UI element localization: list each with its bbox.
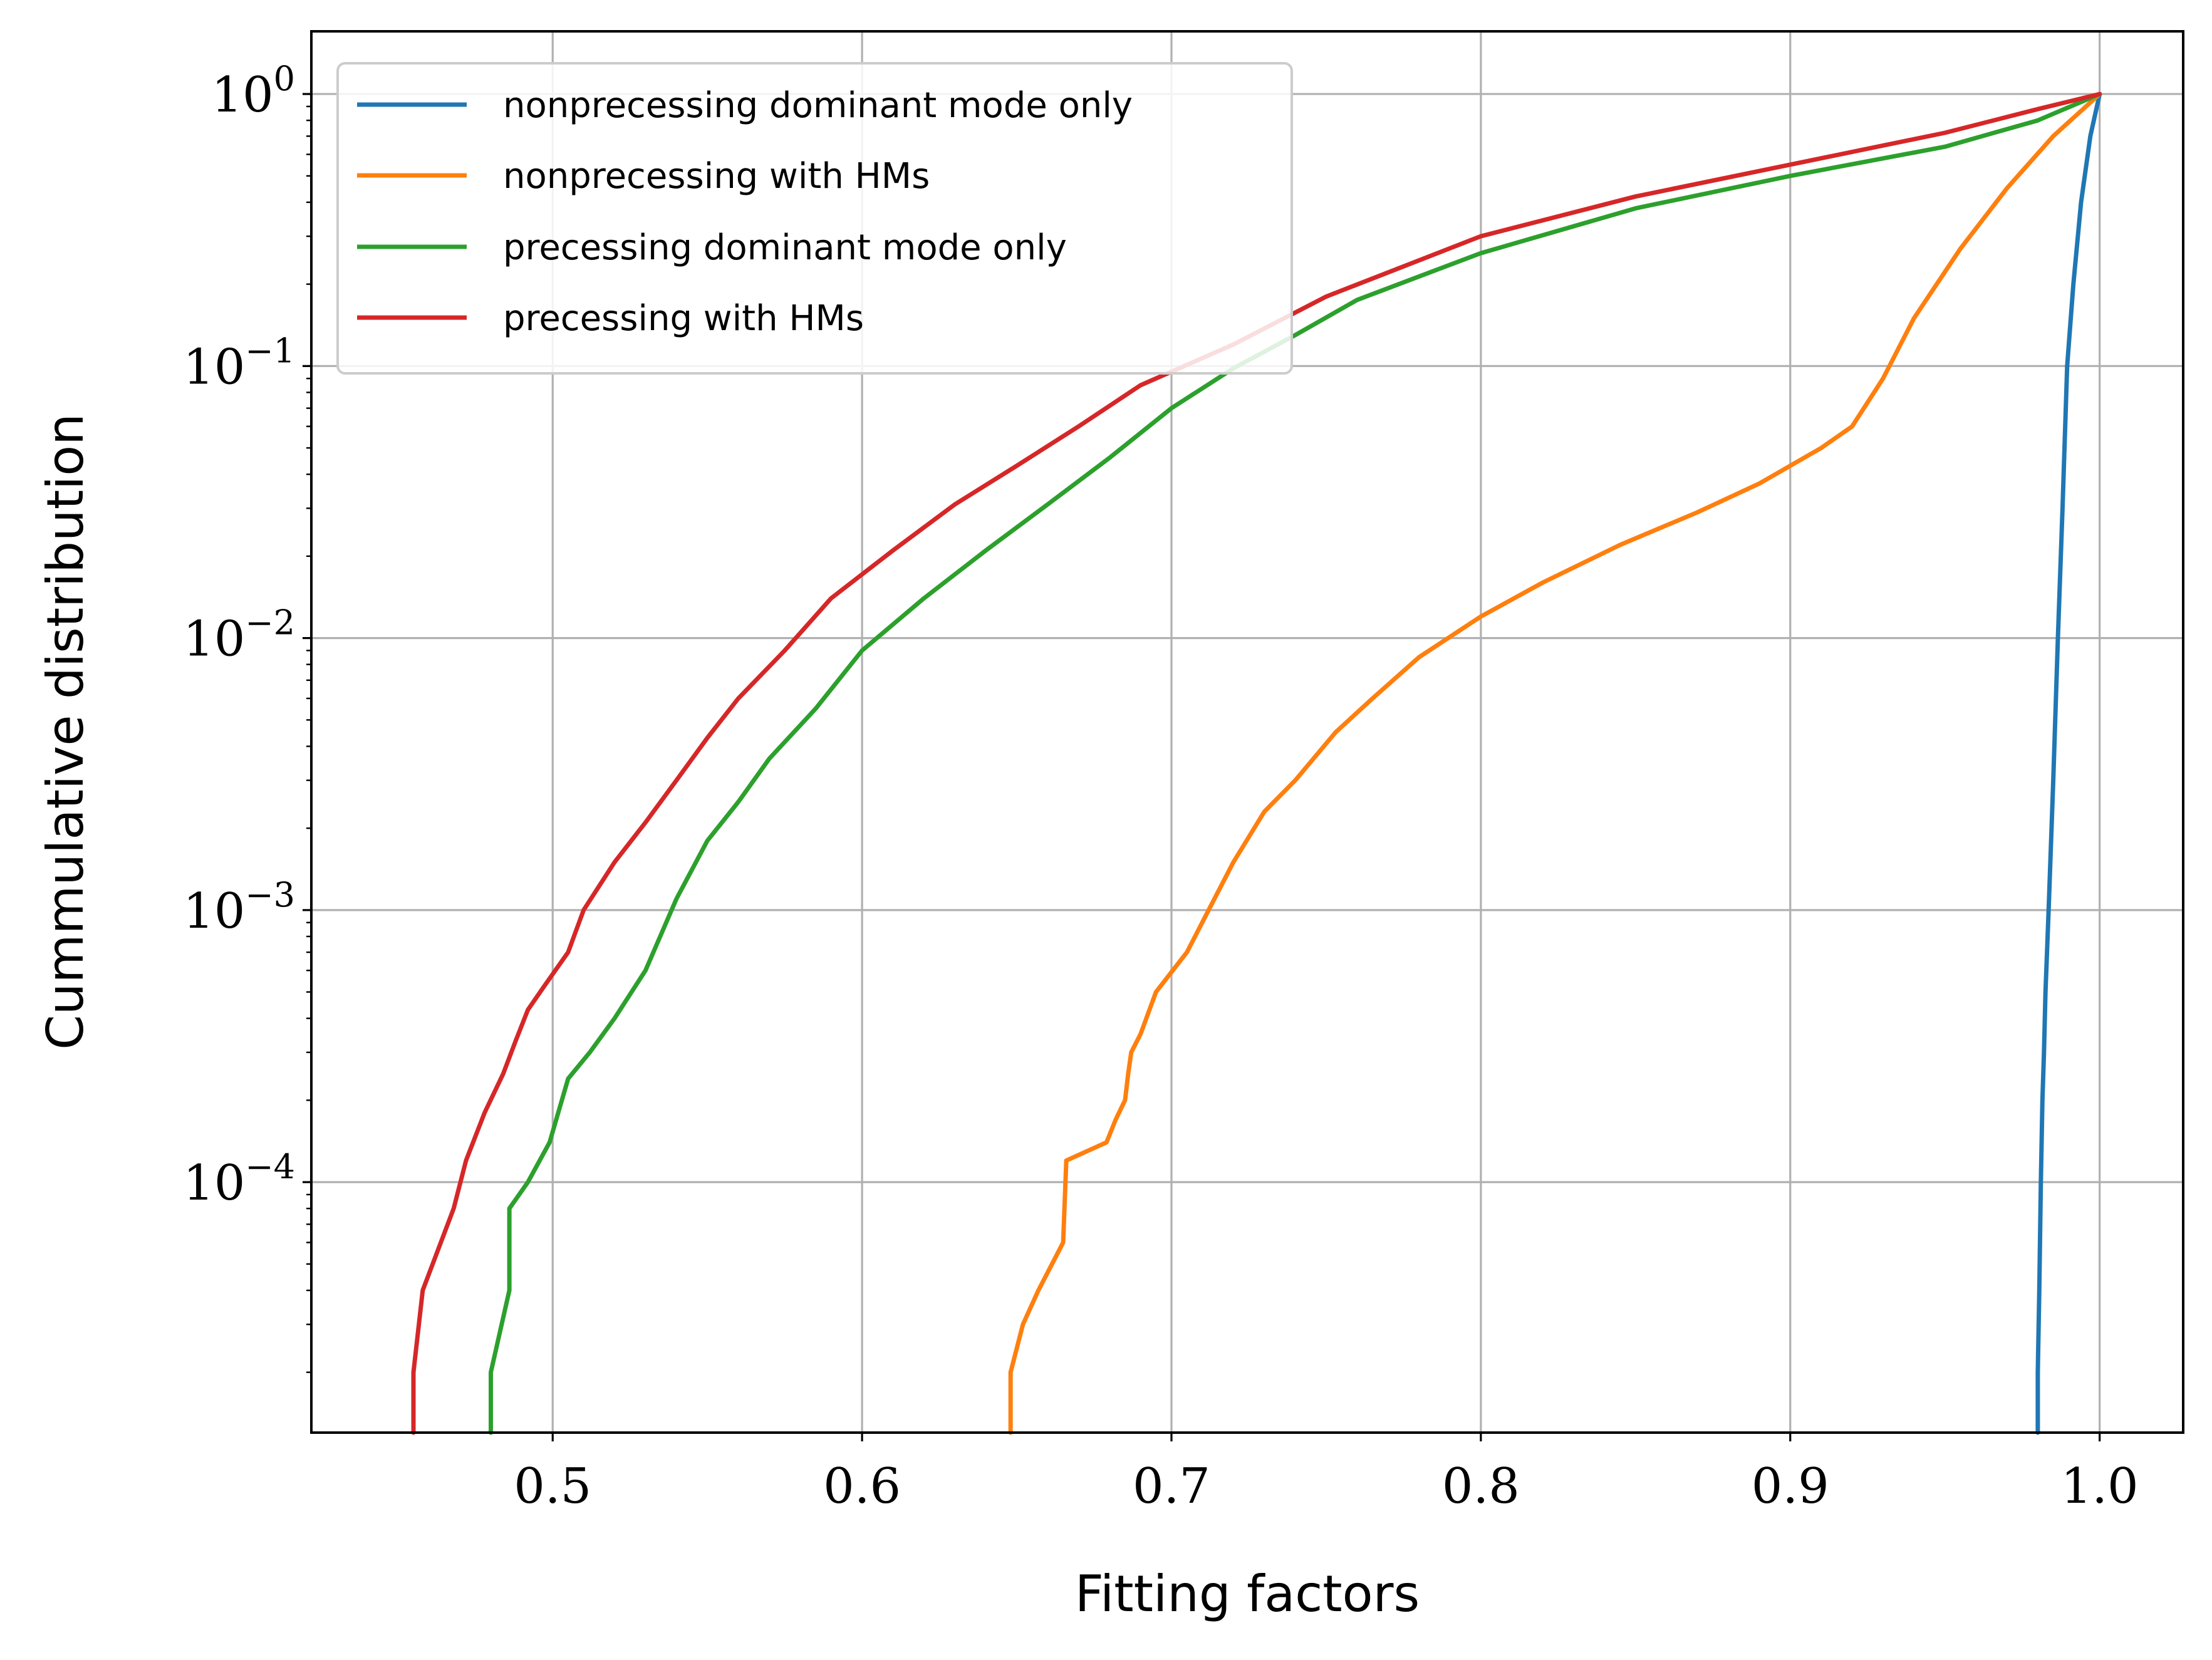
plot-frame: [310, 30, 2184, 1434]
legend-label-2: nonprecessing with HMs: [503, 156, 930, 197]
legend-label-4: precessing with HMs: [503, 298, 864, 339]
x-tick-label: 0.5: [514, 1458, 591, 1515]
y-tick-label: 10−4: [183, 1147, 295, 1211]
legend-box: [336, 62, 1293, 375]
x-tick-label: 1.0: [2061, 1458, 2139, 1515]
y-tick-label: 10−2: [183, 603, 295, 668]
series-line-4: [411, 91, 2102, 1435]
x-tick-label: 0.8: [1442, 1458, 1520, 1515]
series-line-2: [1008, 91, 2102, 1435]
x-tick-label: 0.7: [1133, 1458, 1210, 1515]
legend: nonprecessing dominant mode only nonprece…: [336, 62, 1293, 375]
legend-label-3: precessing dominant mode only: [503, 227, 1067, 268]
y-tick-label: 10−1: [183, 331, 295, 395]
y-axis-label: Cummulative distribution: [36, 413, 95, 1050]
series-layer: [411, 91, 2102, 1435]
y-axis-ticks: 10−4 10−3 10−2 10−1 100: [183, 59, 311, 1211]
y-tick-label: 100: [211, 59, 295, 123]
x-axis-ticks: 0.5 0.6 0.7 0.8 0.9 1.0: [514, 1433, 2139, 1515]
series-line-1: [2035, 91, 2102, 1435]
y-tick-label: 10−3: [183, 875, 295, 940]
legend-label-1: nonprecessing dominant mode only: [503, 85, 1133, 126]
x-axis-label: Fitting factors: [1075, 1565, 1420, 1623]
x-tick-label: 0.6: [823, 1458, 901, 1515]
legend-entries: nonprecessing dominant mode only nonprece…: [357, 85, 1133, 339]
series-line-3: [489, 91, 2102, 1435]
x-tick-label: 0.9: [1752, 1458, 1829, 1515]
